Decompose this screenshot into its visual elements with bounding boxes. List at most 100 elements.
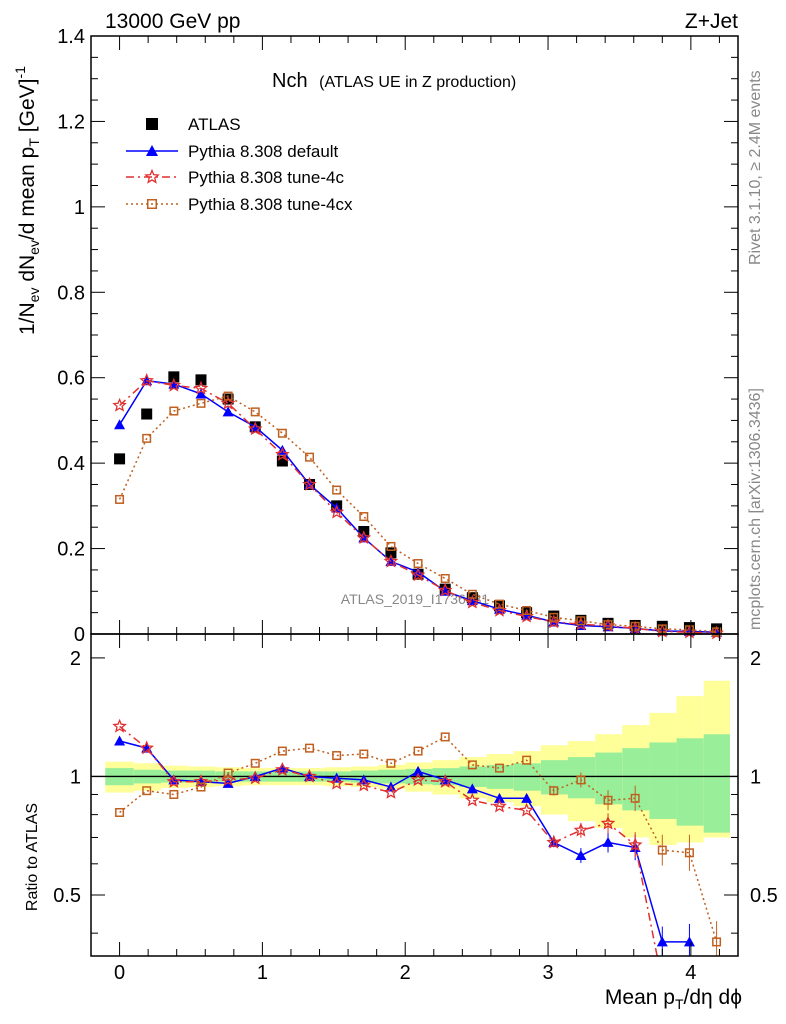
ratio-data-point [603,795,613,805]
ratio-data-point [576,775,586,785]
ratio-data-point [169,789,179,799]
legend-entry-3: Pythia 8.308 tune-4cx [126,195,353,214]
main-data-point [712,627,722,637]
ratio-data-point [467,760,477,770]
ratio-data-point [464,792,480,807]
main-y-tick-label: 1.2 [57,111,85,133]
ratio-data-point [302,768,317,783]
ratio-data-point [114,735,126,746]
ratio-y-axis-label: Ratio to ATLAS [24,803,41,911]
header-right-label: Z+Jet [685,10,738,33]
ratio-data-point [466,783,478,794]
ratio-data-point [386,758,396,768]
main-data-point [222,393,234,405]
ratio-data-point [656,936,668,947]
x-tick-label: 1 [257,962,268,984]
ratio-data-point [412,765,424,776]
main-y-tick-label: 0.8 [57,282,85,304]
ratio-data-point [193,774,209,788]
ratio-plot-frame [90,633,739,957]
legend-entry-0: ATLAS [146,115,241,134]
mcplots-label: mcplots.cern.ch [arXiv:1306.3436] [747,388,764,630]
ratio-panel-series [112,718,722,956]
legend-marker [147,199,157,209]
ratio-series-line [119,740,690,943]
main-data-point [114,453,126,465]
main-data-point [440,573,450,583]
main-data-point [169,406,179,416]
ratio-data-point [250,758,260,768]
ratio-data-point [359,749,369,759]
main-data-point [383,553,399,568]
stat-uncertainty-band [649,742,677,819]
stat-uncertainty-band [568,757,596,799]
main-data-point [305,452,315,462]
ratio-data-point [493,792,505,803]
ratio-panel-axes: 0.5 0.5 1 1 2 2 0 1 2 3 4 [53,633,778,984]
main-data-point [220,395,236,410]
ratio-y-tick-label-right: 0.5 [750,885,778,907]
main-data-point [139,373,155,387]
ratio-data-point [247,770,263,785]
ratio-data-point [305,743,315,753]
ratio-data-point [602,836,614,847]
chart-subtitle: (ATLAS UE in Z production) [319,74,516,91]
main-y-tick-label: 1 [74,197,85,219]
x-axis-label: Mean pT/dη dϕ [605,986,742,1012]
main-data-point [114,419,126,430]
ratio-data-point [332,751,342,761]
ratio-data-point [437,774,453,788]
ratio-uncertainty-bands [91,680,738,845]
ratio-y-tick-label: 0.5 [53,885,81,907]
main-data-point [386,541,396,551]
main-data-point [142,433,152,443]
ratio-data-point [356,777,372,792]
legend-entry-2: Pythia 8.308 tune-4c [126,168,344,187]
main-series-3 [115,391,722,637]
main-data-point [112,397,127,412]
main-data-point [464,594,480,609]
ratio-data-point [549,786,559,796]
main-y-tick-label: 1.4 [57,26,85,48]
chart-title: Nch (ATLAS UE in Z production) [272,70,516,92]
ratio-data-point [277,746,287,756]
stat-uncertainty-band [703,734,730,833]
main-data-point [385,547,397,559]
ratio-data-point [329,775,345,790]
ratio-data-point [413,746,423,756]
x-tick-label: 4 [685,962,696,984]
ratio-data-point [196,782,206,792]
legend-marker [146,145,158,156]
main-data-point [115,494,125,504]
main-y-tick-label: 0 [74,624,85,646]
main-data-point [222,406,234,417]
ratio-series-1 [112,718,658,956]
header-left-label: 13000 GeV pp [105,10,240,33]
ratio-data-point [383,784,399,799]
main-data-point [277,428,287,438]
main-series-line [118,395,717,633]
legend-label: Pythia 8.308 tune-4cx [188,195,353,214]
x-tick-label: 3 [542,962,553,984]
main-data-point [196,398,206,408]
ratio-data-point [494,763,504,773]
stat-uncertainty-band [622,748,650,811]
main-data-point [576,616,586,626]
main-y-tick-label: 0.2 [57,539,85,561]
main-panel-axes: 0 0.2 0.4 0.6 0.8 1 1.2 1.4 [57,26,739,646]
ratio-data-point [142,786,152,796]
main-data-point [356,530,372,545]
main-data-point [223,391,233,401]
ratio-series-line [119,735,718,943]
ratio-data-point [519,802,534,817]
main-data-point [494,599,504,609]
ratio-data-point [684,848,694,858]
main-data-point [603,620,613,630]
main-data-point [302,476,317,491]
ratio-series-clipped [112,718,722,956]
ratio-y-tick-label-right: 2 [750,648,761,670]
main-data-point [630,621,640,631]
chart-title-main: Nch [272,70,308,92]
ratio-data-point [275,761,290,776]
main-data-point [250,407,260,417]
